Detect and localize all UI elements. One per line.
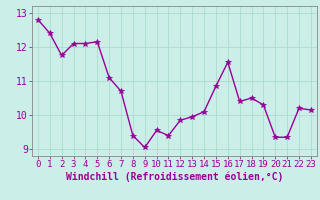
X-axis label: Windchill (Refroidissement éolien,°C): Windchill (Refroidissement éolien,°C) xyxy=(66,172,283,182)
